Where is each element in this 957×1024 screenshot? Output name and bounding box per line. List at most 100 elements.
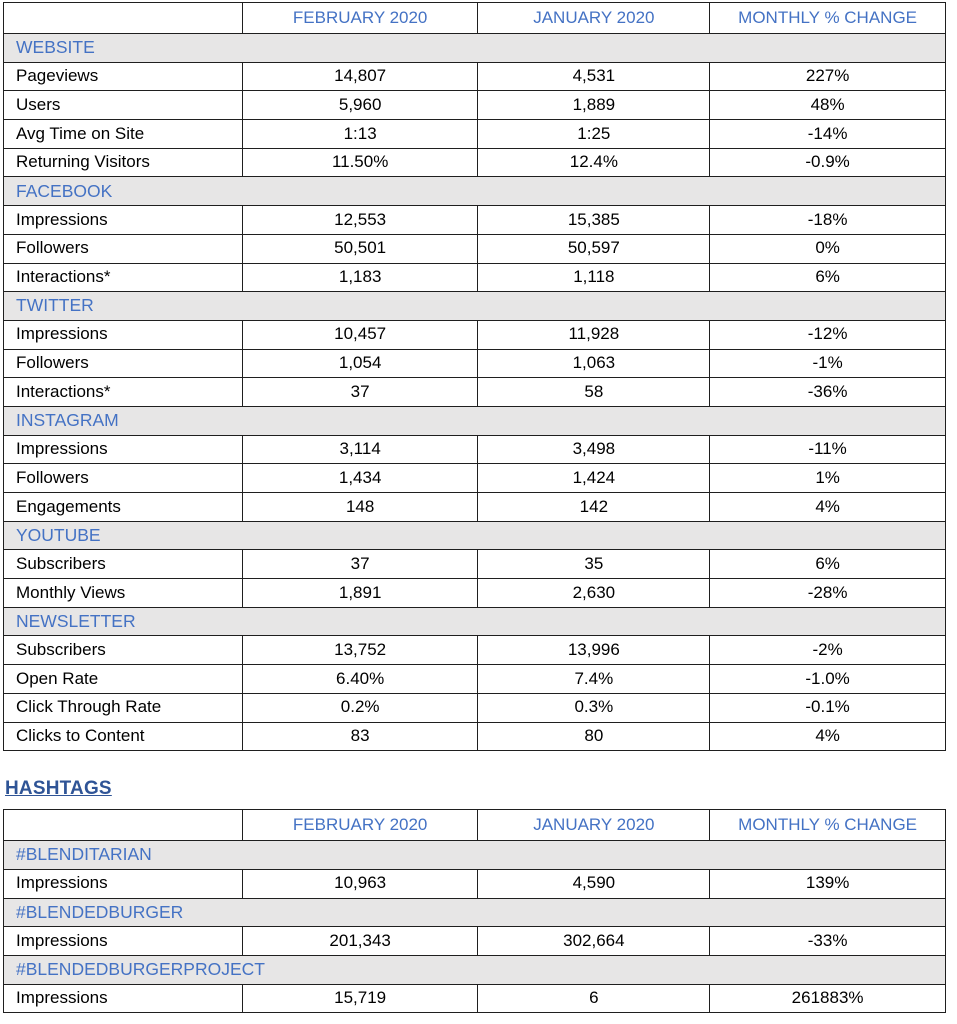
jan-value: 1,424	[477, 463, 711, 493]
metric-row: Impressions 10,963 4,590 139%	[3, 868, 946, 899]
jan-value: 1,063	[477, 348, 711, 379]
change-value: 261883%	[709, 983, 946, 1014]
metric-row: Engagements 148 142 4%	[3, 492, 946, 522]
jan-value: 50,597	[477, 233, 711, 264]
feb-value: 1:13	[241, 119, 479, 149]
feb-value: 10,457	[241, 319, 479, 350]
feb-value: 0.2%	[241, 692, 479, 723]
column-header-row: FEBRUARY 2020 JANUARY 2020 MONTHLY % CHANG…	[3, 809, 946, 842]
change-value: -0.9%	[709, 147, 946, 178]
feb-value: 37	[241, 377, 479, 407]
metric-row: Click Through Rate 0.2% 0.3% -0.1%	[3, 692, 946, 723]
jan-value: 3,498	[477, 434, 711, 465]
metric-row: Users 5,960 1,889 48%	[3, 90, 946, 121]
metric-label: Subscribers	[3, 549, 243, 580]
feb-value: 6.40%	[241, 664, 479, 694]
metric-row: Clicks to Content 83 80 4%	[3, 721, 946, 752]
metric-label: Pageviews	[3, 61, 243, 92]
metric-row: Impressions 15,719 6 261883%	[3, 983, 946, 1014]
jan-value: 12.4%	[477, 147, 711, 178]
change-value: 6%	[709, 262, 946, 293]
section-header: YOUTUBE	[3, 520, 946, 551]
feb-value: 10,963	[241, 868, 479, 899]
jan-value: 1,889	[477, 90, 711, 121]
metric-label: Clicks to Content	[3, 721, 243, 752]
section-row: TWITTER	[3, 291, 946, 321]
column-header: FEBRUARY 2020	[241, 809, 479, 842]
metric-label: Users	[3, 90, 243, 121]
jan-value: 7.4%	[477, 664, 711, 694]
metrics-table: FEBRUARY 2020 JANUARY 2020 MONTHLY % CHANG…	[3, 2, 946, 752]
feb-value: 1,891	[241, 578, 479, 608]
jan-value: 11,928	[477, 319, 711, 350]
metric-row: Followers 1,054 1,063 -1%	[3, 348, 946, 379]
change-value: -36%	[709, 377, 946, 407]
feb-value: 201,343	[241, 926, 479, 956]
metric-row: Subscribers 37 35 6%	[3, 549, 946, 580]
change-value: -12%	[709, 319, 946, 350]
jan-value: 58	[477, 377, 711, 407]
metric-label: Monthly Views	[3, 578, 243, 608]
section-row: WEBSITE	[3, 33, 946, 63]
jan-value: 1:25	[477, 119, 711, 149]
metric-row: Returning Visitors 11.50% 12.4% -0.9%	[3, 147, 946, 178]
section-header: TWITTER	[3, 291, 946, 321]
change-value: -14%	[709, 119, 946, 149]
jan-value: 13,996	[477, 635, 711, 666]
change-value: -1%	[709, 348, 946, 379]
metric-label: Open Rate	[3, 664, 243, 694]
change-value: 0%	[709, 233, 946, 264]
metric-row: Open Rate 6.40% 7.4% -1.0%	[3, 664, 946, 694]
metric-label: Followers	[3, 233, 243, 264]
hashtags-table: FEBRUARY 2020 JANUARY 2020 MONTHLY % CHANG…	[3, 809, 946, 1014]
metric-label: Interactions*	[3, 262, 243, 293]
section-row: YOUTUBE	[3, 520, 946, 551]
jan-value: 302,664	[477, 926, 711, 956]
metric-label: Returning Visitors	[3, 147, 243, 178]
change-value: -1.0%	[709, 664, 946, 694]
metric-row: Impressions 3,114 3,498 -11%	[3, 434, 946, 465]
metric-row: Followers 1,434 1,424 1%	[3, 463, 946, 493]
column-header: JANUARY 2020	[477, 809, 711, 842]
metric-label: Impressions	[3, 434, 243, 465]
change-value: -33%	[709, 926, 946, 956]
jan-value: 142	[477, 492, 711, 522]
section-row: NEWSLETTER	[3, 606, 946, 637]
jan-value: 4,590	[477, 868, 711, 899]
feb-value: 1,183	[241, 262, 479, 293]
feb-value: 15,719	[241, 983, 479, 1014]
jan-value: 1,118	[477, 262, 711, 293]
metric-label: Impressions	[3, 926, 243, 956]
metric-label: Followers	[3, 463, 243, 493]
metric-row: Impressions 201,343 302,664 -33%	[3, 926, 946, 956]
feb-value: 12,553	[241, 205, 479, 235]
change-value: 6%	[709, 549, 946, 580]
corner-cell	[3, 809, 243, 842]
change-value: -28%	[709, 578, 946, 608]
column-header: MONTHLY % CHANGE	[709, 2, 946, 34]
jan-value: 35	[477, 549, 711, 580]
hashtags-heading: HASHTAGS	[5, 778, 112, 800]
change-value: 1%	[709, 463, 946, 493]
jan-value: 6	[477, 983, 711, 1014]
change-value: -18%	[709, 205, 946, 235]
feb-value: 83	[241, 721, 479, 752]
column-header-row: FEBRUARY 2020 JANUARY 2020 MONTHLY % CHANG…	[3, 2, 946, 34]
feb-value: 148	[241, 492, 479, 522]
metric-row: Impressions 12,553 15,385 -18%	[3, 205, 946, 235]
jan-value: 15,385	[477, 205, 711, 235]
section-row: #BLENDEDBURGER	[3, 897, 946, 928]
metric-label: Impressions	[3, 983, 243, 1014]
section-header: WEBSITE	[3, 33, 946, 63]
metric-row: Impressions 10,457 11,928 -12%	[3, 319, 946, 350]
corner-cell	[3, 2, 243, 34]
section-header: #BLENDITARIAN	[3, 840, 946, 870]
feb-value: 5,960	[241, 90, 479, 121]
feb-value: 37	[241, 549, 479, 580]
metric-label: Subscribers	[3, 635, 243, 666]
column-header: JANUARY 2020	[477, 2, 711, 34]
metric-row: Monthly Views 1,891 2,630 -28%	[3, 578, 946, 608]
change-value: -2%	[709, 635, 946, 666]
change-value: 139%	[709, 868, 946, 899]
